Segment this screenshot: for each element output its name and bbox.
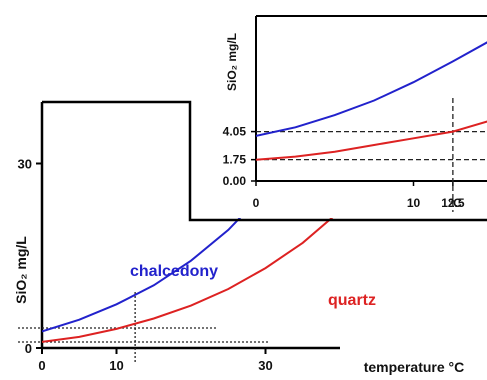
main-chart: 0 10 30 0 30 temperature °C SiO₂ mg/L chalcedon…: [13, 86, 465, 375]
x-tick-label: 30: [258, 358, 272, 373]
series-label-chalcedony: chalcedony: [130, 263, 218, 280]
inset-y-tick-label: 0.00: [223, 174, 247, 188]
y-tick-label: 30: [18, 157, 32, 172]
inset-y-axis-label: SiO₂ mg/L: [225, 33, 239, 91]
inset-y-tick-label: 1.75: [223, 153, 247, 167]
inset-outline: [42, 100, 487, 222]
series-line-quartz: [42, 210, 341, 343]
inset-x-tick-label: 0: [253, 196, 260, 210]
inset-series-line-quartz: [256, 120, 487, 161]
inset-curves: [256, 41, 487, 161]
x-axis-label: temperature °C: [364, 359, 465, 375]
y-axis-label: SiO₂ mg/L: [13, 236, 29, 304]
inset-y-tick-label: 4.05: [223, 125, 247, 139]
x-tick-label: 0: [38, 358, 45, 373]
series-label-quartz: quartz: [328, 292, 376, 309]
inset-x-tick-label: 10: [407, 196, 421, 210]
inset-series-line-chalcedony: [256, 41, 487, 137]
inset-x-axis-label: °C: [448, 196, 462, 210]
y-tick-label: 0: [25, 341, 32, 356]
inset-frame: [42, 0, 487, 222]
x-tick-label: 10: [109, 358, 123, 373]
